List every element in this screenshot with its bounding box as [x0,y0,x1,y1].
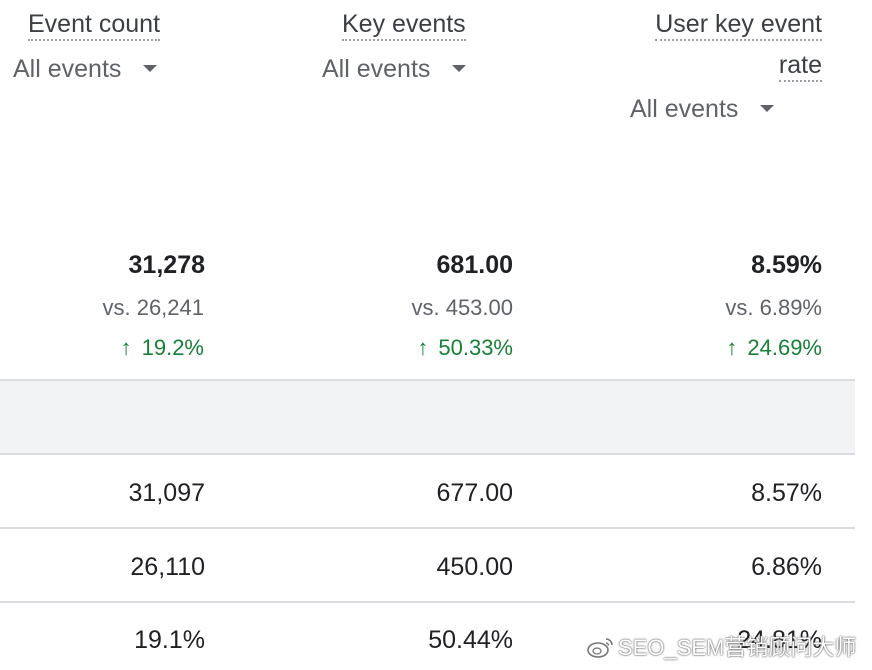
caret-down-icon [143,64,158,72]
caret-down-icon [452,64,467,72]
table-divider [0,379,855,381]
row-cell-event-count: 26,110 [130,553,205,581]
user-key-event-rate-filter-dropdown[interactable]: All events [630,94,775,124]
header-key-events[interactable]: Key events [342,9,466,41]
key-events-filter-label: All events [322,55,431,83]
header-event-count-label: Event count [28,10,161,41]
caret-down-icon [760,104,775,112]
header-key-events-label: Key events [342,10,466,41]
arrow-up-icon: ↑ [120,335,132,360]
total-user-key-event-rate-change: ↑ 24.69% [726,334,822,362]
total-key-events-vs: vs. 453.00 [411,295,513,320]
header-user-key-event-rate-line2: rate [778,51,822,82]
table-divider [0,601,855,603]
event-count-filter-label: All events [13,55,122,83]
row-cell-event-count: 19.1% [134,626,205,654]
row-cell-event-count: 31,097 [128,479,205,507]
row-cell-user-key-event-rate: 6.86% [751,553,822,581]
row-cell-key-events: 50.44% [428,626,513,654]
row-cell-key-events: 450.00 [436,553,513,581]
header-user-key-event-rate-cont[interactable]: rate [778,50,822,82]
event-count-filter-dropdown[interactable]: All events [13,54,158,84]
row-cell-key-events: 677.00 [436,479,513,507]
total-key-events-change: ↑ 50.33% [417,334,513,362]
total-user-key-event-rate-vs: vs. 6.89% [725,295,822,320]
change-value: 50.33% [438,335,513,360]
row-cell-user-key-event-rate: 24.81% [737,626,822,654]
table-divider [0,527,855,529]
total-event-count: 31,278 [128,251,205,279]
header-user-key-event-rate[interactable]: User key event [655,9,822,41]
total-event-count-change: ↑ 19.2% [121,334,204,362]
arrow-up-icon: ↑ [417,335,429,360]
total-key-events: 681.00 [436,251,513,279]
header-user-key-event-rate-line1: User key event [655,10,822,41]
empty-section-row [0,381,855,453]
table-divider [0,453,855,455]
total-user-key-event-rate: 8.59% [751,251,822,279]
arrow-up-icon: ↑ [726,335,738,360]
header-event-count[interactable]: Event count [28,9,161,41]
watermark-text: SEO_SEM营销顾问大师 [618,635,857,660]
change-value: 24.69% [747,335,822,360]
weibo-logo-icon [587,638,613,658]
change-value: 19.2% [141,335,204,360]
row-cell-user-key-event-rate: 8.57% [751,479,822,507]
total-event-count-vs: vs. 26,241 [102,295,204,320]
key-events-filter-dropdown[interactable]: All events [322,54,467,84]
watermark: SEO_SEM营销顾问大师 [586,630,856,662]
user-key-event-rate-filter-label: All events [630,95,739,123]
